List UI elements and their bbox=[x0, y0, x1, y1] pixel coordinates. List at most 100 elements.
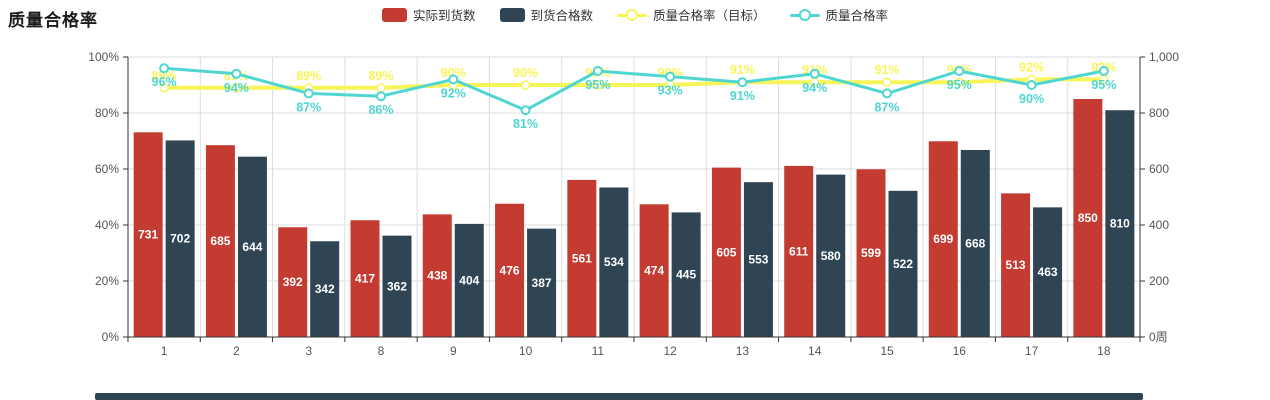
line-point-label: 89% bbox=[152, 69, 177, 83]
bar-qualified-arrivals[interactable] bbox=[888, 190, 918, 337]
bar-value-label: 599 bbox=[861, 246, 881, 260]
line-circle-cyan-icon bbox=[789, 8, 820, 22]
legend-label: 到货合格数 bbox=[530, 9, 593, 23]
bar-qualified-arrivals[interactable] bbox=[599, 187, 629, 337]
bar-actual-arrivals[interactable] bbox=[567, 179, 597, 337]
bar-qualified-arrivals[interactable] bbox=[310, 241, 340, 337]
line-point-label: 95% bbox=[585, 78, 610, 92]
legend-item-1[interactable]: 实际到货数 bbox=[381, 5, 475, 24]
x-axis-category-label: 11 bbox=[592, 344, 605, 358]
line-point-label: 90% bbox=[441, 66, 466, 80]
bar-qualified-arrivals[interactable] bbox=[165, 140, 195, 337]
bar-actual-arrivals[interactable] bbox=[350, 220, 380, 337]
line-point-marker[interactable] bbox=[882, 88, 892, 99]
y-axis-left-label: 20% bbox=[95, 274, 119, 288]
bar-actual-arrivals[interactable] bbox=[205, 145, 235, 337]
bar-qualified-arrivals[interactable] bbox=[671, 212, 701, 337]
bar-value-label: 580 bbox=[821, 249, 841, 263]
line-point-marker[interactable] bbox=[737, 77, 748, 88]
bar-qualified-arrivals[interactable] bbox=[743, 182, 773, 337]
data-zoom-slider[interactable] bbox=[95, 393, 1143, 400]
line-point-label: 94% bbox=[802, 81, 827, 95]
target-rate-line bbox=[162, 77, 1106, 90]
bar-qualified-arrivals[interactable] bbox=[237, 156, 267, 337]
bar-actual-arrivals[interactable] bbox=[856, 169, 886, 337]
bar-value-label: 561 bbox=[572, 251, 592, 265]
line-point-marker[interactable] bbox=[809, 68, 820, 79]
legend-label: 质量合格率 bbox=[825, 9, 889, 23]
x-axis-category-label: 8 bbox=[378, 344, 385, 358]
line-point-label: 93% bbox=[658, 84, 683, 98]
bar-actual-arrivals[interactable] bbox=[1073, 99, 1103, 337]
line-point-marker[interactable] bbox=[231, 68, 242, 79]
line-point-marker[interactable] bbox=[593, 80, 603, 90]
bar-qualified-arrivals[interactable] bbox=[527, 228, 557, 337]
bar-actual-arrivals[interactable] bbox=[928, 141, 958, 337]
x-axis-category-label: 3 bbox=[305, 344, 312, 358]
line-point-label: 94% bbox=[224, 81, 249, 95]
bar-qualified-arrivals[interactable] bbox=[960, 149, 990, 337]
line-point-marker[interactable] bbox=[376, 91, 386, 102]
y-axis-left-label: 60% bbox=[95, 162, 119, 176]
line-point-marker[interactable] bbox=[159, 83, 169, 93]
line-point-label: 90% bbox=[513, 66, 538, 80]
line-point-marker[interactable] bbox=[882, 77, 892, 87]
bar-value-label: 850 bbox=[1078, 211, 1098, 225]
line-point-marker[interactable] bbox=[954, 77, 965, 87]
legend-item-3[interactable]: 质量合格率（目标） bbox=[617, 5, 766, 24]
x-axis-category-label: 12 bbox=[663, 344, 677, 358]
legend-item-2[interactable]: 到货合格数 bbox=[499, 5, 593, 24]
bar-value-label: 513 bbox=[1006, 258, 1026, 272]
bar-value-label: 474 bbox=[644, 264, 664, 278]
bar-actual-arrivals[interactable] bbox=[278, 227, 308, 337]
line-point-label: 87% bbox=[296, 100, 321, 114]
x-axis-category-label: 10 bbox=[519, 344, 533, 358]
bar-swatch-navy-icon bbox=[499, 7, 525, 22]
bar-value-label: 668 bbox=[965, 236, 985, 250]
bar-value-label: 404 bbox=[459, 273, 479, 287]
bar-value-label: 534 bbox=[604, 255, 624, 269]
bar-actual-arrivals[interactable] bbox=[711, 167, 741, 337]
line-point-label: 91% bbox=[730, 63, 755, 77]
line-point-marker[interactable] bbox=[1098, 66, 1109, 76]
x-axis-category-label: 13 bbox=[736, 344, 750, 358]
bar-actual-arrivals[interactable] bbox=[422, 214, 452, 337]
bar-value-label: 417 bbox=[355, 272, 375, 286]
line-point-marker[interactable] bbox=[159, 63, 170, 74]
line-point-marker[interactable] bbox=[592, 66, 603, 76]
line-point-marker[interactable] bbox=[954, 66, 965, 76]
bar-value-label: 810 bbox=[1110, 217, 1130, 231]
line-circle-yellow-icon bbox=[617, 8, 647, 22]
bar-actual-arrivals[interactable] bbox=[639, 204, 669, 337]
line-point-label: 89% bbox=[368, 69, 393, 83]
line-point-marker[interactable] bbox=[448, 74, 459, 85]
x-axis-category-label: 1 bbox=[161, 344, 168, 358]
bar-qualified-arrivals[interactable] bbox=[382, 235, 412, 337]
bar-qualified-arrivals[interactable] bbox=[816, 174, 846, 337]
line-point-marker[interactable] bbox=[520, 80, 531, 90]
x-axis-category-label: 2 bbox=[233, 344, 240, 358]
bar-value-label: 445 bbox=[676, 268, 696, 282]
line-point-marker[interactable] bbox=[665, 71, 676, 82]
y-axis-right-label: 200 bbox=[1149, 274, 1169, 288]
legend-item-4[interactable]: 质量合格率 bbox=[789, 5, 889, 24]
line-point-label: 81% bbox=[513, 117, 538, 131]
bar-actual-arrivals[interactable] bbox=[133, 132, 163, 337]
bar-value-label: 685 bbox=[210, 234, 230, 248]
y-axis-right-label: 600 bbox=[1149, 162, 1169, 176]
bar-qualified-arrivals[interactable] bbox=[1105, 110, 1135, 337]
line-point-marker[interactable] bbox=[1026, 80, 1037, 90]
bar-value-label: 342 bbox=[315, 282, 335, 296]
bar-qualified-arrivals[interactable] bbox=[454, 223, 484, 337]
line-point-label: 89% bbox=[296, 69, 321, 83]
bar-actual-arrivals[interactable] bbox=[784, 165, 814, 337]
bar-actual-arrivals[interactable] bbox=[1001, 193, 1031, 337]
line-point-marker[interactable] bbox=[520, 105, 531, 116]
bar-actual-arrivals[interactable] bbox=[495, 203, 525, 337]
line-point-marker[interactable] bbox=[376, 83, 386, 93]
line-point-marker[interactable] bbox=[303, 88, 314, 99]
bar-swatch-red-icon bbox=[381, 7, 407, 22]
bar-qualified-arrivals[interactable] bbox=[1033, 207, 1063, 337]
bar-value-label: 605 bbox=[716, 245, 736, 259]
line-point-marker[interactable] bbox=[231, 83, 242, 93]
